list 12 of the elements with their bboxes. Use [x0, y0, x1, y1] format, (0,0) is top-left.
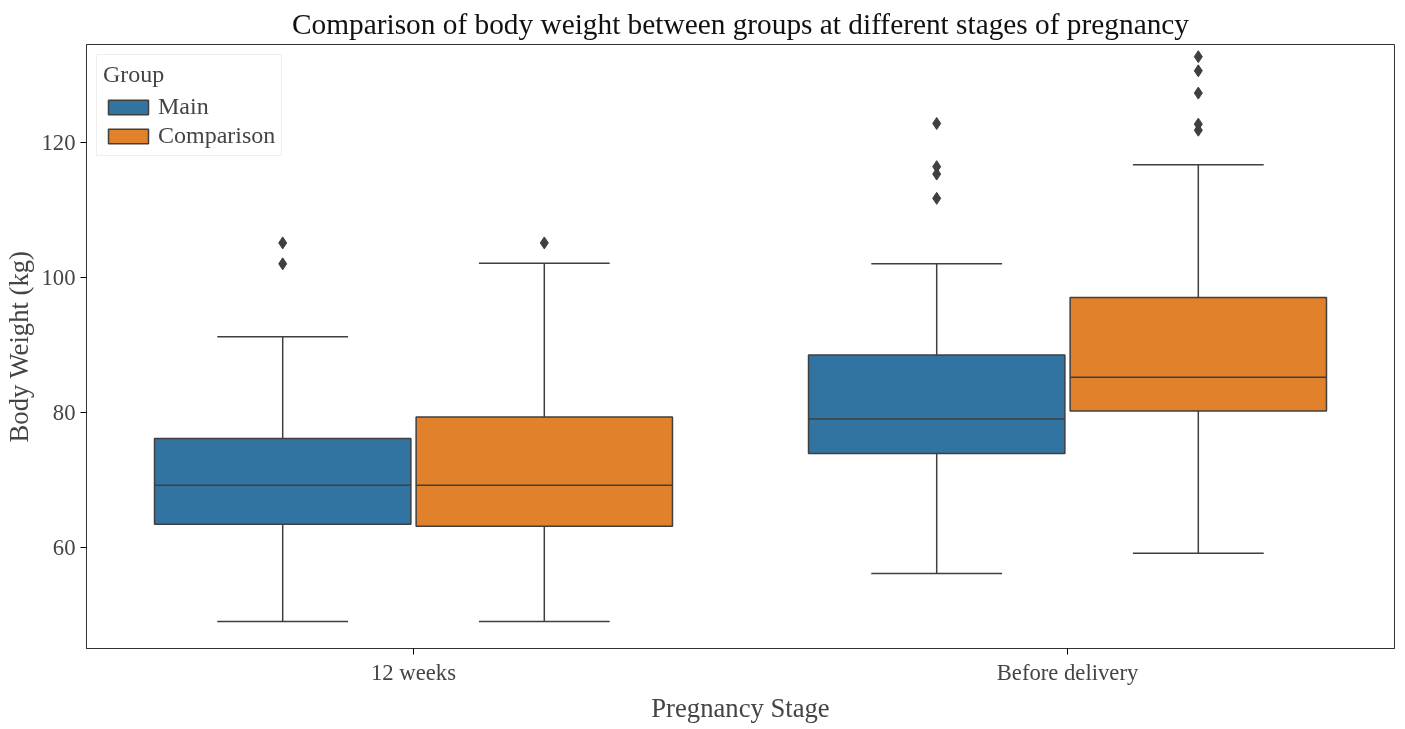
- y-tick-label: 120: [41, 129, 76, 155]
- x-tick-label: 12 weeks: [371, 659, 456, 685]
- y-tick-label: 100: [41, 264, 76, 290]
- y-tick-label: 60: [52, 534, 76, 560]
- x-tick-label: Before delivery: [996, 659, 1139, 685]
- legend-title: Group: [103, 61, 166, 88]
- y-axis-title: Body Weight (kg): [3, 251, 34, 443]
- y-tick-label: 80: [52, 399, 76, 425]
- x-axis-title: Pregnancy Stage: [651, 692, 830, 723]
- chart-title: Comparison of body weight between groups at different stages of pregnancy: [292, 7, 1190, 40]
- legend-label: Main: [158, 93, 209, 120]
- legend-label: Comparison: [158, 122, 276, 149]
